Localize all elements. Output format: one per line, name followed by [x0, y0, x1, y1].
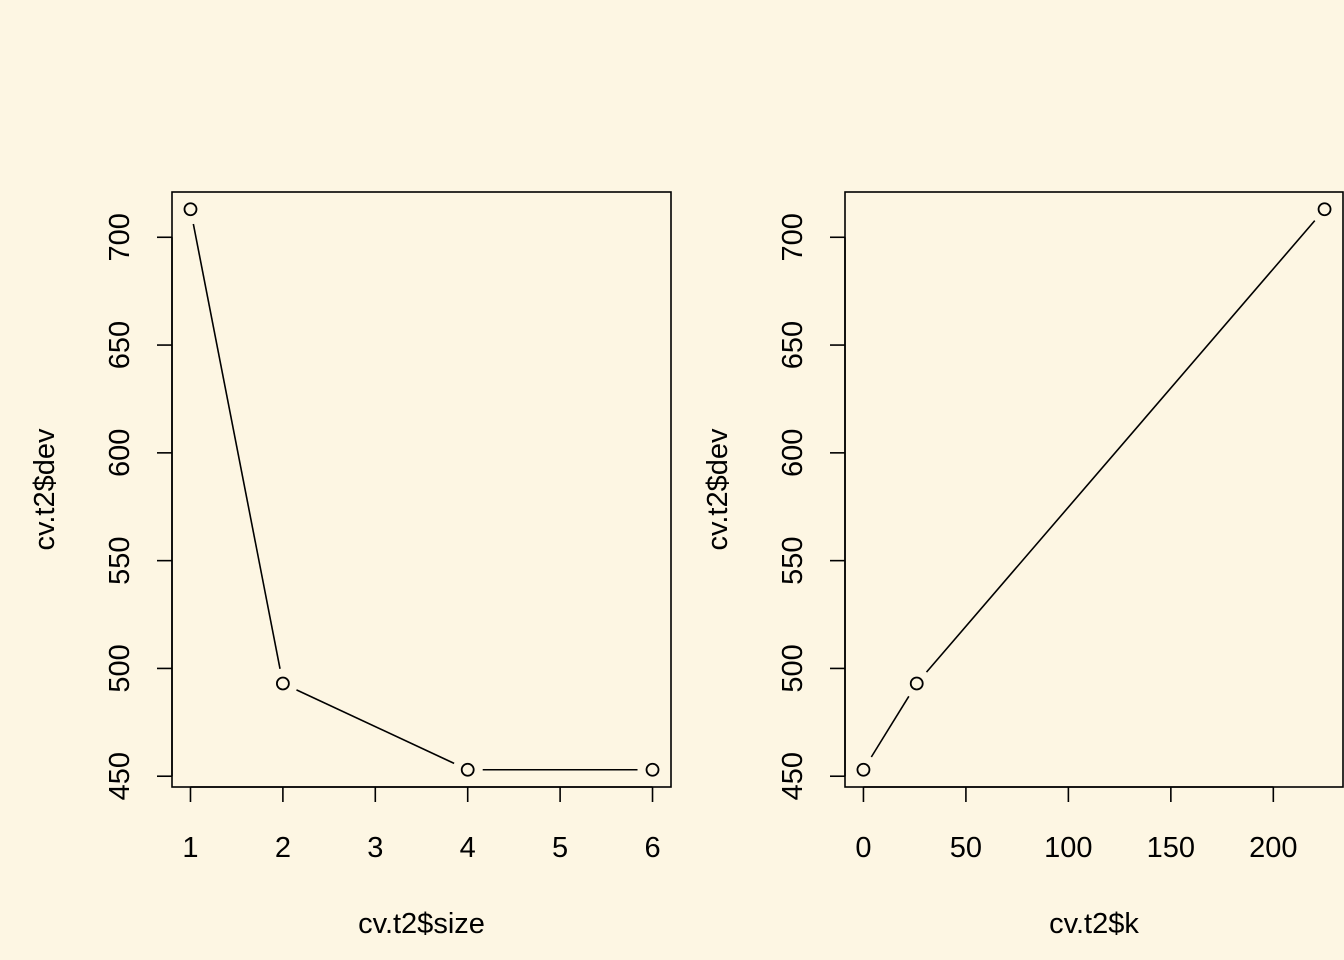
plot-frame	[171, 191, 672, 788]
series-segment	[870, 695, 910, 758]
data-point	[645, 762, 660, 777]
x-tick-label: 50	[950, 832, 982, 864]
series-segment	[925, 220, 1316, 673]
data-point	[460, 762, 475, 777]
plot-panel-k: 0 50 100 150 200 450 500 550 600 650 700 cv.t2$k cv.…	[702, 191, 1344, 940]
data-point	[275, 676, 290, 691]
x-tick-label: 6	[644, 832, 660, 864]
y-axis-label: cv.t2$dev	[29, 428, 61, 550]
y-tick-label: 500	[104, 644, 136, 692]
data-point	[183, 202, 198, 217]
data-point	[909, 676, 924, 691]
plot-frame	[844, 191, 1344, 788]
y-axis-label: cv.t2$dev	[702, 428, 734, 550]
y-tick-label: 550	[104, 536, 136, 584]
y-tick-label: 700	[104, 213, 136, 261]
x-tick-label: 0	[855, 832, 871, 864]
series-segment	[192, 223, 281, 669]
x-tick-label: 5	[552, 832, 568, 864]
data-point	[1317, 202, 1332, 217]
y-tick-label: 650	[777, 321, 809, 369]
y-tick-label: 600	[777, 429, 809, 477]
y-tick-label: 450	[777, 752, 809, 800]
series-segment	[296, 689, 455, 765]
x-axis-label: cv.t2$k	[1049, 908, 1139, 940]
x-axis-label: cv.t2$size	[358, 908, 485, 940]
y-tick-label: 650	[104, 321, 136, 369]
y-tick-label: 600	[104, 429, 136, 477]
x-tick-label: 4	[460, 832, 476, 864]
x-tick-label: 200	[1249, 832, 1297, 864]
x-tick-label: 1	[182, 832, 198, 864]
y-tick-label: 500	[777, 644, 809, 692]
x-tick-label: 2	[275, 832, 291, 864]
x-tick-label: 150	[1147, 832, 1195, 864]
y-tick-label: 700	[777, 213, 809, 261]
y-tick-label: 550	[777, 536, 809, 584]
x-tick-label: 100	[1044, 832, 1092, 864]
x-tick-label: 3	[367, 832, 383, 864]
plot-panel-size: 1 2 3 4 5 6 450 500 550 600 650 700 cv.t2$size cv.t2$…	[29, 191, 672, 940]
data-point	[856, 762, 871, 777]
y-tick-label: 450	[104, 752, 136, 800]
